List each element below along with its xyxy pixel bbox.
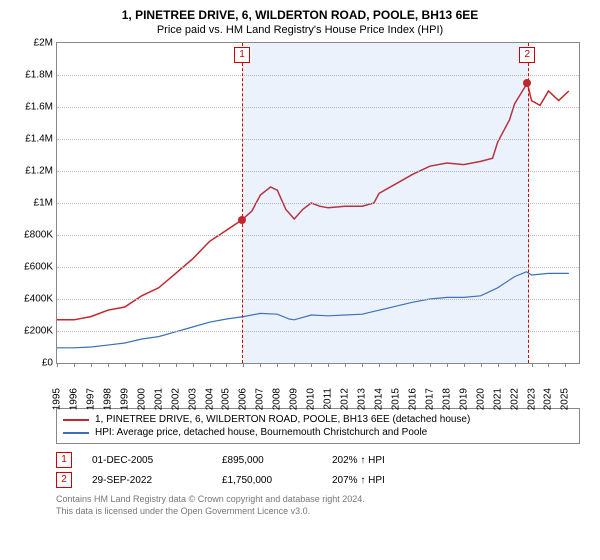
chart-titles: 1, PINETREE DRIVE, 6, WILDERTON ROAD, PO… (10, 8, 590, 36)
x-tick-label: 2019 (458, 388, 469, 410)
sale-row-1: 1 01-DEC-2005 £895,000 202% ↑ HPI (56, 450, 580, 470)
sale-dot-2 (523, 79, 531, 87)
footer: Contains HM Land Registry data © Crown c… (56, 494, 580, 517)
sale-row-2: 2 29-SEP-2022 £1,750,000 207% ↑ HPI (56, 470, 580, 490)
x-tick-label: 2018 (441, 388, 452, 410)
x-tick-label: 2008 (272, 388, 283, 410)
y-tick-label: £400K (13, 294, 53, 305)
x-tick-label: 2009 (289, 388, 300, 410)
x-tick-label: 1997 (85, 388, 96, 410)
legend-label-hpi: HPI: Average price, detached house, Bour… (95, 427, 427, 438)
y-tick-label: £2M (13, 38, 53, 49)
x-tick-label: 2013 (357, 388, 368, 410)
x-tick-label: 2017 (424, 388, 435, 410)
sale-date-2: 29-SEP-2022 (92, 475, 202, 486)
y-tick-label: £1.2M (13, 166, 53, 177)
x-tick-label: 2007 (255, 388, 266, 410)
y-tick-label: £0 (13, 358, 53, 369)
x-tick-label: 2015 (390, 388, 401, 410)
sale-dot-1 (238, 216, 246, 224)
x-tick-label: 1998 (102, 388, 113, 410)
sales-table: 1 01-DEC-2005 £895,000 202% ↑ HPI 2 29-S… (56, 450, 580, 490)
footer-line-1: Contains HM Land Registry data © Crown c… (56, 494, 580, 506)
legend-item-hpi: HPI: Average price, detached house, Bour… (63, 426, 573, 439)
legend-item-property: 1, PINETREE DRIVE, 6, WILDERTON ROAD, PO… (63, 413, 573, 426)
chart-title: 1, PINETREE DRIVE, 6, WILDERTON ROAD, PO… (10, 8, 590, 22)
x-tick-label: 2020 (475, 388, 486, 410)
x-tick-label: 2016 (407, 388, 418, 410)
x-tick-label: 2005 (221, 388, 232, 410)
x-tick-label: 2000 (136, 388, 147, 410)
y-tick-label: £600K (13, 262, 53, 273)
plot-area: £0£200K£400K£600K£800K£1M£1.2M£1.4M£1.6M… (56, 42, 580, 364)
x-tick-label: 2004 (204, 388, 215, 410)
sale-badge-2: 2 (56, 472, 72, 488)
footer-line-2: This data is licensed under the Open Gov… (56, 506, 580, 518)
x-tick-label: 2014 (374, 388, 385, 410)
x-tick-label: 2012 (340, 388, 351, 410)
sale-band (242, 43, 529, 363)
sale-hpi-1: 202% ↑ HPI (332, 455, 422, 466)
x-tick-label: 1999 (119, 388, 130, 410)
x-tick-label: 2023 (526, 388, 537, 410)
y-tick-label: £800K (13, 230, 53, 241)
sale-badge-1: 1 (56, 452, 72, 468)
legend-label-property: 1, PINETREE DRIVE, 6, WILDERTON ROAD, PO… (95, 414, 470, 425)
sale-hpi-2: 207% ↑ HPI (332, 475, 422, 486)
y-tick-label: £1.6M (13, 102, 53, 113)
x-tick-label: 2021 (492, 388, 503, 410)
chart-container: 1, PINETREE DRIVE, 6, WILDERTON ROAD, PO… (0, 0, 600, 560)
sale-marker-1: 1 (234, 47, 250, 63)
x-tick-label: 2024 (543, 388, 554, 410)
x-tick-label: 2002 (170, 388, 181, 410)
y-tick-label: £1.4M (13, 134, 53, 145)
sale-price-1: £895,000 (222, 455, 312, 466)
x-tick-label: 2006 (238, 388, 249, 410)
sale-marker-2: 2 (519, 47, 535, 63)
x-tick-label: 2010 (306, 388, 317, 410)
x-tick-label: 2003 (187, 388, 198, 410)
chart-subtitle: Price paid vs. HM Land Registry's House … (10, 24, 590, 36)
legend: 1, PINETREE DRIVE, 6, WILDERTON ROAD, PO… (56, 408, 580, 444)
x-tick-label: 1996 (68, 388, 79, 410)
sale-price-2: £1,750,000 (222, 475, 312, 486)
x-tick-label: 2022 (509, 388, 520, 410)
y-tick-label: £1.8M (13, 70, 53, 81)
sale-date-1: 01-DEC-2005 (92, 455, 202, 466)
x-tick-label: 1995 (52, 388, 63, 410)
x-tick-label: 2025 (560, 388, 571, 410)
x-tick-label: 2001 (153, 388, 164, 410)
legend-swatch-hpi (63, 432, 89, 434)
y-tick-label: £200K (13, 326, 53, 337)
legend-swatch-property (63, 419, 89, 421)
x-tick-label: 2011 (323, 388, 334, 410)
y-tick-label: £1M (13, 198, 53, 209)
